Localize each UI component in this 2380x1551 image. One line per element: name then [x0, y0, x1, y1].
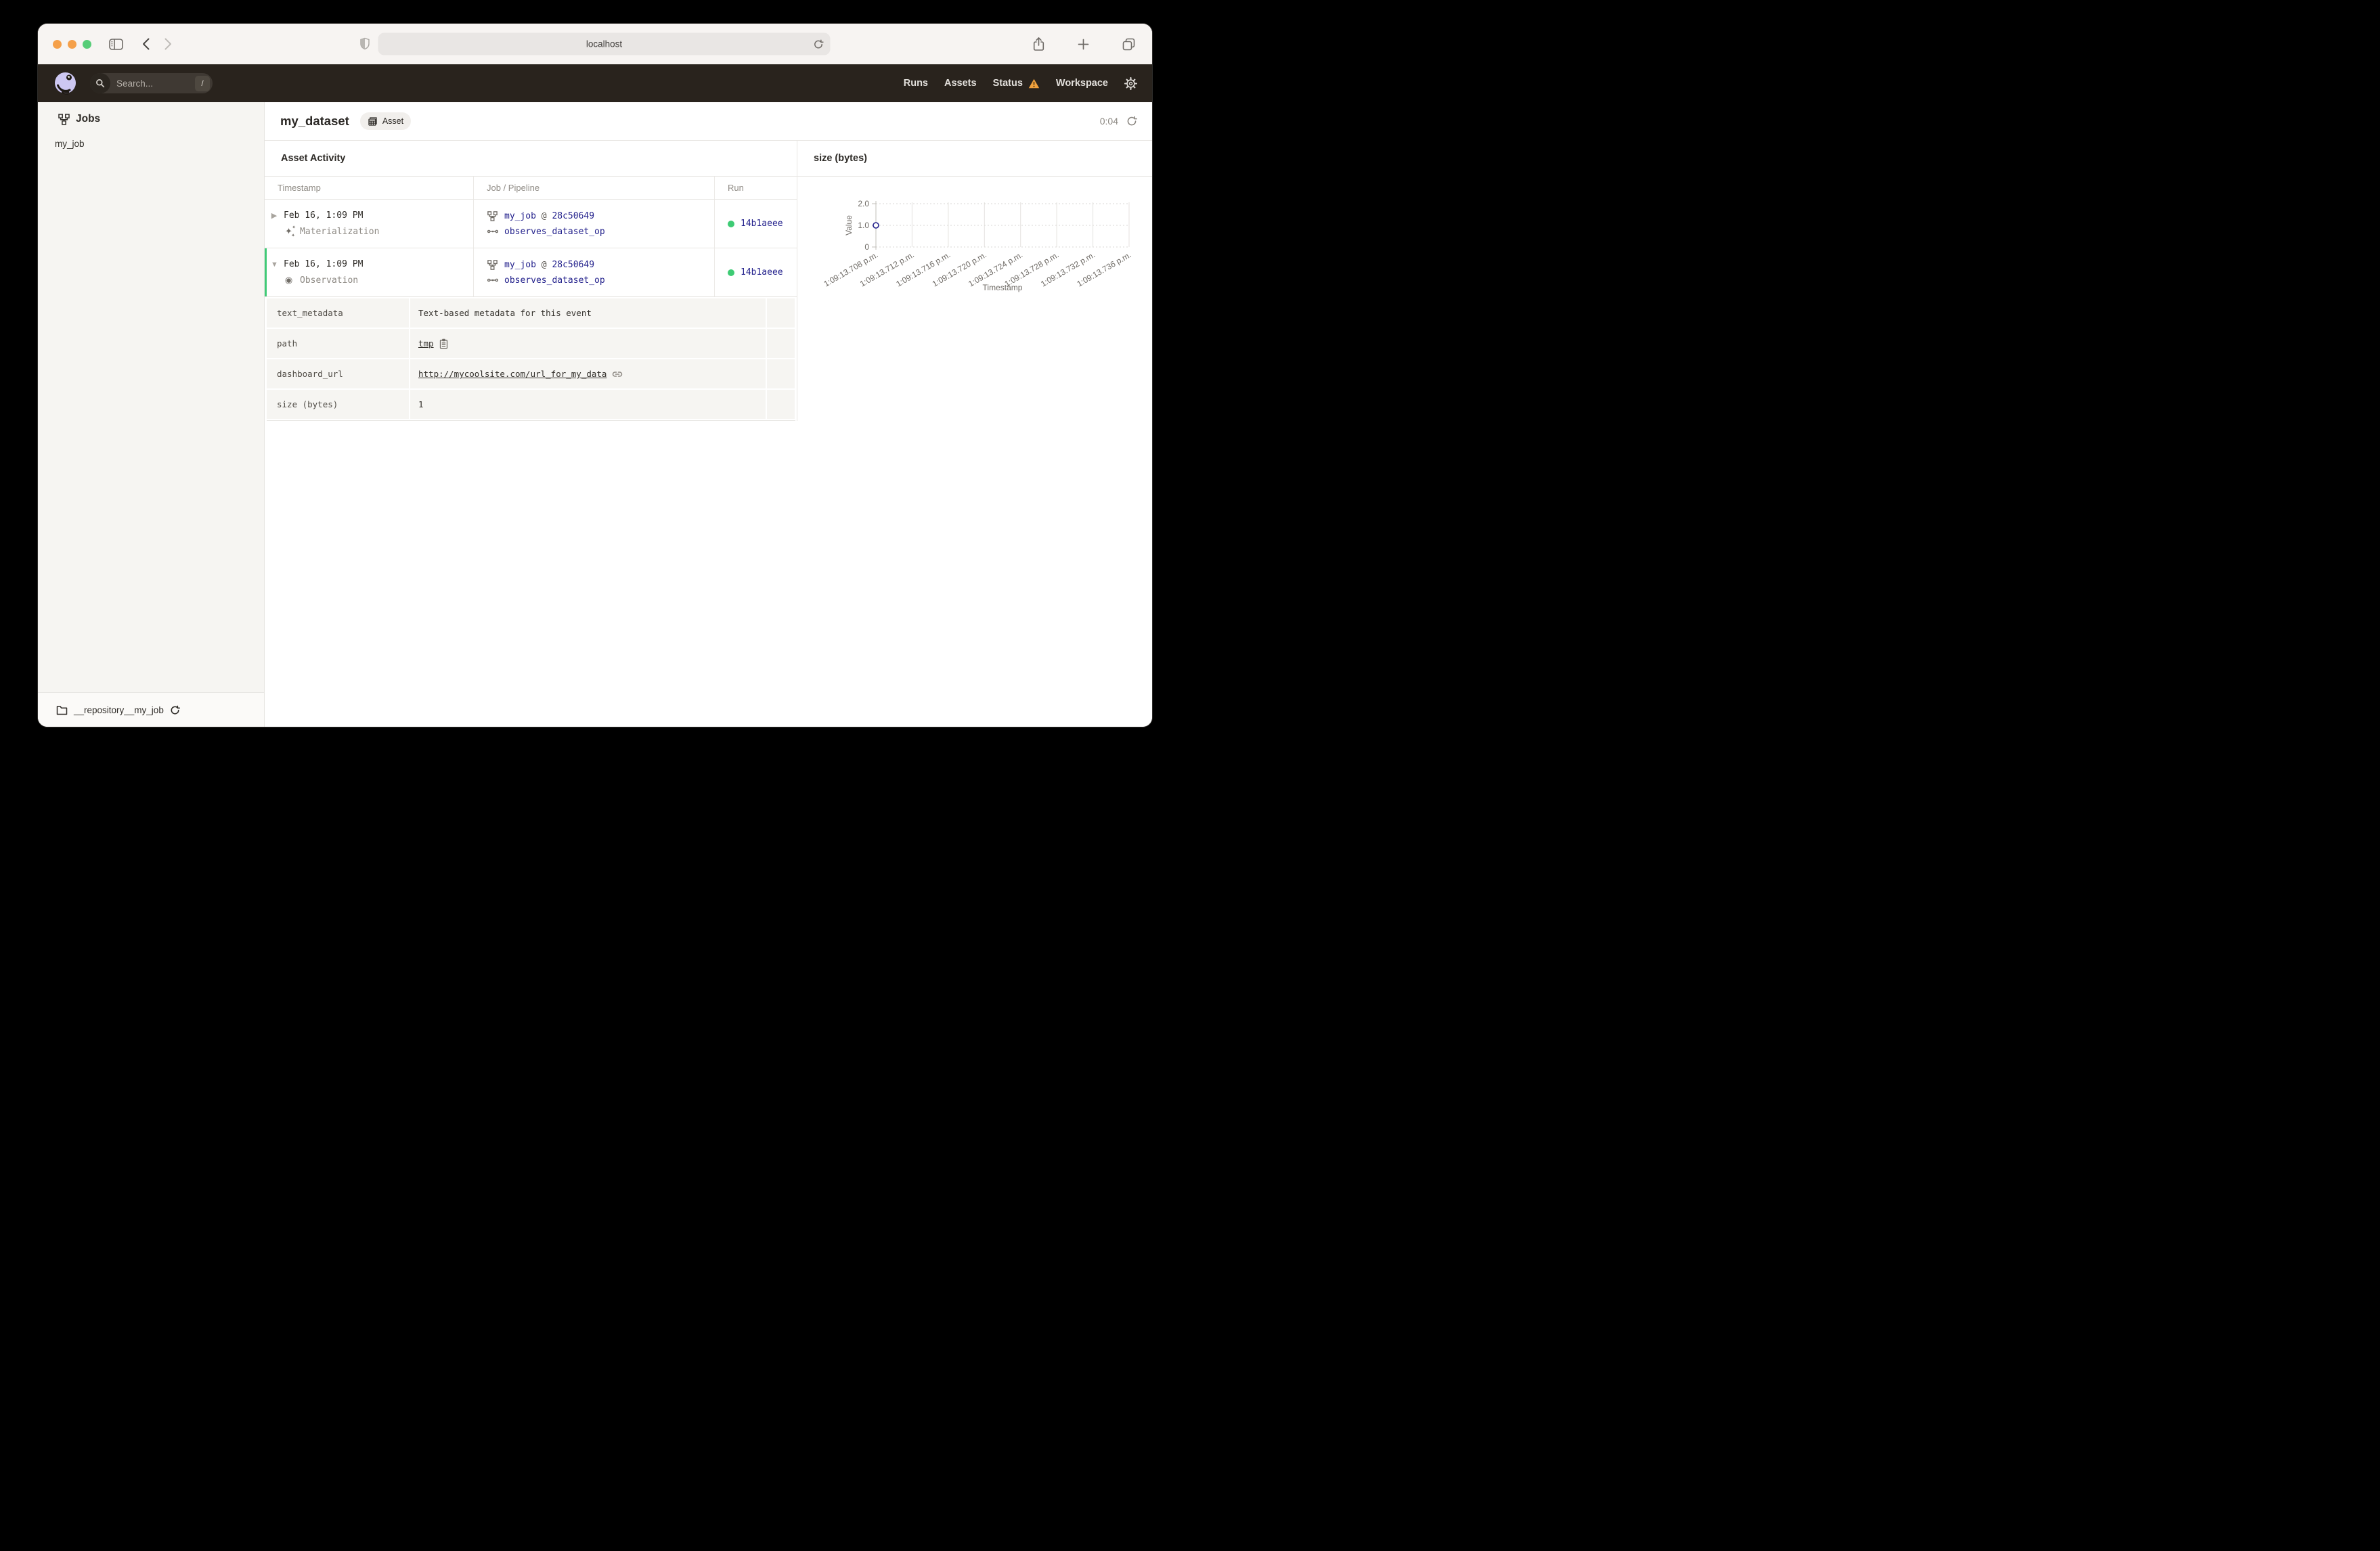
- left-sidebar: Jobs my_job __repository__my_job: [38, 102, 265, 727]
- external-link-icon[interactable]: [612, 371, 623, 378]
- reload-icon[interactable]: [814, 39, 824, 49]
- nav-runs[interactable]: Runs: [903, 78, 928, 89]
- search-shortcut-badge: /: [195, 75, 210, 91]
- column-timestamp: Timestamp: [278, 183, 321, 193]
- metadata-key: text_metadata: [267, 298, 409, 328]
- event-timestamp: Feb 16, 1:09 PM: [284, 259, 363, 269]
- query-timer: 0:04: [1099, 116, 1118, 127]
- search-input[interactable]: Search... /: [90, 73, 213, 93]
- metadata-row-path: path tmp: [267, 329, 795, 358]
- y-axis-label: Value: [844, 215, 854, 235]
- metadata-key: dashboard_url: [267, 359, 409, 388]
- minimize-window-button[interactable]: [68, 39, 76, 49]
- job-icon: [487, 210, 498, 221]
- zoom-window-button[interactable]: [83, 39, 91, 49]
- y-tick-0: 0: [864, 242, 869, 252]
- activity-row-materialization[interactable]: ▶ Feb 16, 1:09 PM ✦ ✦ ✦ Materialization: [265, 200, 797, 248]
- asset-badge[interactable]: Asset: [359, 112, 412, 130]
- materialization-sparkle-icon: ✦ ✦ ✦: [285, 225, 296, 238]
- browser-toolbar: localhost: [38, 24, 1152, 64]
- activity-table-header: Timestamp Job / Pipeline Run: [265, 177, 797, 200]
- data-point[interactable]: [873, 222, 879, 229]
- run-success-dot: [728, 220, 734, 227]
- metadata-url-link[interactable]: http://mycoolsite.com/url_for_my_data: [418, 369, 607, 379]
- refresh-icon[interactable]: [1126, 116, 1137, 127]
- metadata-value: 1: [410, 390, 766, 419]
- nav-status[interactable]: Status: [993, 78, 1040, 89]
- run-id-link[interactable]: 14b1aeee: [741, 267, 783, 277]
- jobs-section-header: Jobs: [38, 102, 264, 125]
- column-job-pipeline: Job / Pipeline: [473, 177, 714, 199]
- asset-badge-label: Asset: [382, 116, 404, 126]
- metadata-row-dashboard-url: dashboard_url http://mycoolsite.com/url_…: [267, 359, 795, 388]
- job-link[interactable]: my_job @ 28c50649: [504, 259, 595, 270]
- y-tick-2: 2.0: [858, 199, 869, 208]
- page-title-row: my_dataset Asset 0:04: [265, 102, 1152, 141]
- metadata-value: Text-based metadata for this event: [410, 298, 766, 328]
- event-timestamp: Feb 16, 1:09 PM: [284, 210, 363, 221]
- search-icon: [90, 73, 110, 93]
- op-icon: [487, 229, 498, 234]
- op-link[interactable]: observes_dataset_op: [504, 275, 605, 286]
- job-link[interactable]: my_job @ 28c50649: [504, 210, 595, 221]
- metadata-row-size-bytes: size (bytes) 1: [267, 390, 795, 419]
- expand-caret-icon[interactable]: ▶: [271, 212, 278, 220]
- jobs-graph-icon: [58, 113, 70, 125]
- settings-gear-icon[interactable]: [1124, 76, 1137, 90]
- back-button-icon[interactable]: [142, 38, 150, 50]
- search-placeholder: Search...: [116, 78, 154, 89]
- dagster-logo-icon[interactable]: [53, 71, 78, 96]
- app-header: Search... / Runs Assets Status Workspace: [38, 64, 1152, 102]
- jobs-section-title: Jobs: [76, 113, 101, 125]
- desktop-background: localhost: [0, 0, 1190, 776]
- job-icon: [487, 259, 498, 270]
- metadata-path-value[interactable]: tmp: [418, 338, 434, 349]
- tab-overview-icon[interactable]: [1122, 37, 1136, 51]
- folder-icon: [56, 705, 68, 715]
- forward-button-icon[interactable]: [164, 38, 172, 50]
- new-tab-icon[interactable]: [1078, 39, 1089, 50]
- window-controls: [53, 39, 91, 49]
- copy-clipboard-icon[interactable]: [439, 338, 448, 349]
- metadata-key: path: [267, 329, 409, 358]
- size-bytes-chart: 2.0 1.0 0 Value 1:09:13.708 p.m. 1:09:13…: [822, 199, 1132, 292]
- asset-activity-panel: Asset Activity Timestamp Job / Pipeline …: [265, 141, 797, 421]
- event-type-label: Observation: [300, 275, 359, 286]
- repository-name[interactable]: __repository__my_job: [74, 704, 164, 715]
- chart-title: size (bytes): [797, 141, 1152, 177]
- address-bar-url: localhost: [586, 39, 623, 49]
- metadata-row-text-metadata: text_metadata Text-based metadata for th…: [267, 298, 795, 328]
- repository-reload-icon[interactable]: [170, 705, 180, 715]
- address-bar[interactable]: localhost: [378, 32, 831, 55]
- sidebar-item-my-job[interactable]: my_job: [55, 139, 85, 149]
- sidebar-toggle-icon[interactable]: [109, 38, 123, 50]
- event-metadata-table: text_metadata Text-based metadata for th…: [265, 297, 797, 419]
- observation-eye-icon: ◉: [284, 275, 293, 285]
- close-window-button[interactable]: [53, 39, 62, 49]
- page-title: my_dataset: [280, 114, 349, 128]
- top-navigation: Runs Assets Status Workspace: [903, 76, 1137, 90]
- share-icon[interactable]: [1032, 37, 1045, 51]
- asset-table-icon: [368, 116, 378, 127]
- nav-assets[interactable]: Assets: [944, 78, 977, 89]
- warning-triangle-icon: [1028, 78, 1040, 89]
- run-success-dot: [728, 269, 734, 276]
- nav-workspace[interactable]: Workspace: [1055, 78, 1108, 89]
- run-id-link[interactable]: 14b1aeee: [741, 219, 783, 229]
- op-link[interactable]: observes_dataset_op: [504, 226, 605, 237]
- asset-activity-heading: Asset Activity: [265, 141, 797, 177]
- size-bytes-chart-panel: size (bytes): [797, 141, 1152, 315]
- collapse-caret-icon[interactable]: ▼: [271, 260, 278, 269]
- x-axis-label: Timestamp: [983, 283, 1023, 292]
- privacy-shield-icon[interactable]: [360, 37, 370, 51]
- metadata-key: size (bytes): [267, 390, 409, 419]
- event-type-label: Materialization: [300, 226, 380, 237]
- column-run: Run: [714, 177, 797, 199]
- repository-footer: __repository__my_job: [38, 692, 264, 727]
- browser-window: localhost: [38, 24, 1152, 727]
- activity-row-observation[interactable]: ▼ Feb 16, 1:09 PM ◉ Observation: [265, 248, 797, 297]
- op-icon: [487, 277, 498, 283]
- y-tick-1: 1.0: [858, 221, 869, 230]
